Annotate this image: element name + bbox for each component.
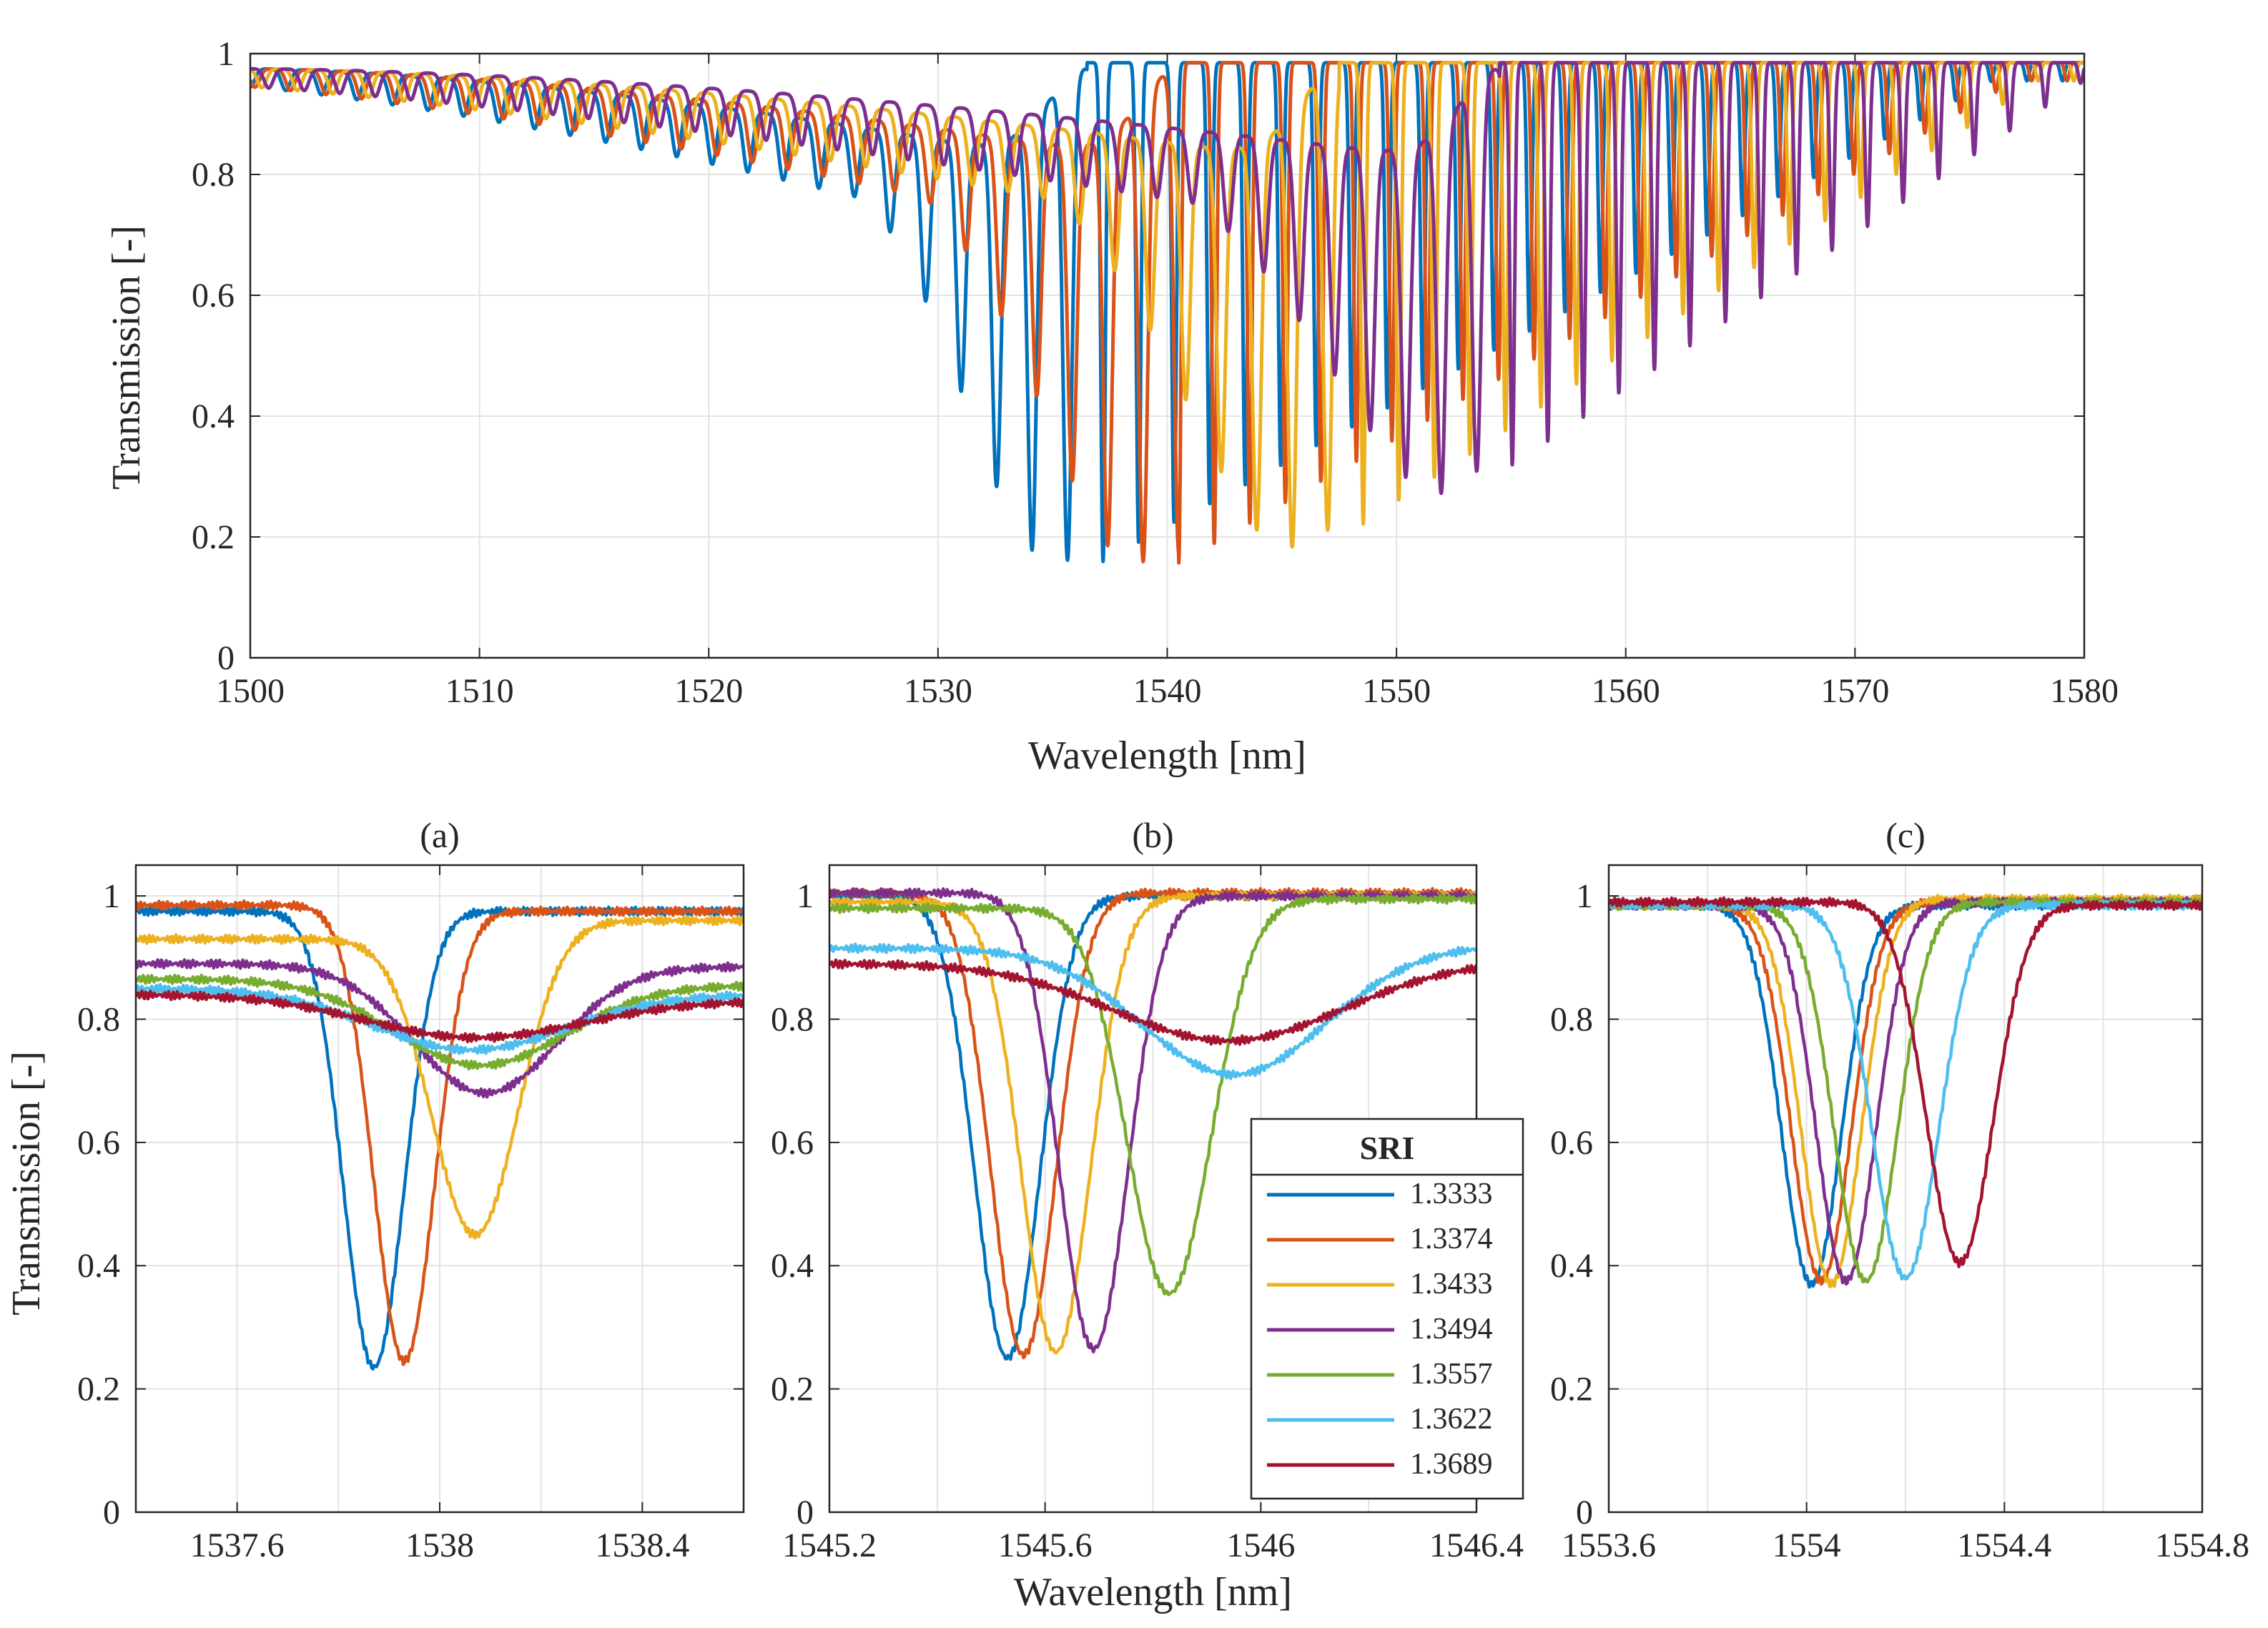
axes-frame bbox=[134, 864, 745, 1514]
x-tick-label: 1537.6 bbox=[190, 1526, 285, 1564]
y-tick-label: 0.6 bbox=[1550, 1124, 1593, 1162]
panel-title: (c) bbox=[1885, 815, 1926, 855]
x-tick-label: 1530 bbox=[904, 672, 972, 710]
series-line-1-3494 bbox=[250, 61, 2084, 495]
series-line-1-3374 bbox=[136, 899, 744, 1366]
y-tick-label: 0.6 bbox=[192, 277, 235, 315]
x-tick-label: 1520 bbox=[674, 672, 743, 710]
series-line-1-3622 bbox=[136, 982, 744, 1055]
x-tick-label: 1570 bbox=[1820, 672, 1889, 710]
panel-title: (b) bbox=[1132, 815, 1173, 855]
series-line-1-3689 bbox=[1609, 896, 2202, 1268]
y-tick-label: 0.6 bbox=[77, 1124, 120, 1162]
y-axis-label: Transmission [-] bbox=[4, 1051, 49, 1316]
legend-label: 1.3557 bbox=[1410, 1358, 1493, 1391]
legend-box bbox=[1250, 1118, 1524, 1500]
legend: SRI 1.3333 1.3374 1.3433 1.3494 1.3557 1.3622 1… bbox=[1250, 1118, 1524, 1500]
legend-label: 1.3433 bbox=[1410, 1268, 1493, 1301]
series-line-1-3557 bbox=[136, 973, 744, 1071]
x-tick-label: 1560 bbox=[1592, 672, 1660, 710]
y-tick-label: 0.4 bbox=[771, 1247, 814, 1285]
series-line-1-3494 bbox=[136, 958, 744, 1099]
axes-frame bbox=[249, 52, 2086, 659]
series-line-1-3557 bbox=[829, 893, 1476, 1296]
y-tick-label: 0.8 bbox=[192, 156, 235, 194]
x-tick-label: 1554 bbox=[1773, 1526, 1841, 1564]
x-tick-label: 1546.4 bbox=[1429, 1526, 1524, 1564]
y-tick-label: 1 bbox=[103, 877, 120, 915]
y-tick-label: 0.8 bbox=[77, 1000, 120, 1038]
x-tick-label: 1545.6 bbox=[998, 1526, 1093, 1564]
y-tick-label: 0.2 bbox=[192, 518, 235, 556]
y-tick-label: 0.8 bbox=[1550, 1000, 1593, 1038]
series-line-1-3494 bbox=[829, 887, 1476, 1353]
legend-label: 1.3374 bbox=[1410, 1223, 1493, 1255]
plot-area bbox=[829, 887, 1476, 1361]
y-tick-label: 1 bbox=[217, 35, 235, 73]
plot-area bbox=[136, 899, 744, 1371]
x-tick-label: 1540 bbox=[1133, 672, 1202, 710]
x-tick-label: 1553.6 bbox=[1562, 1526, 1656, 1564]
legend-label: 1.3689 bbox=[1410, 1448, 1493, 1481]
legend-title: SRI bbox=[1360, 1130, 1415, 1166]
series-line-1-3689 bbox=[829, 958, 1476, 1046]
y-tick-label: 0 bbox=[217, 639, 235, 677]
legend-label: 1.3333 bbox=[1410, 1178, 1493, 1210]
series-line-1-3689 bbox=[136, 989, 744, 1044]
y-tick-label: 0 bbox=[103, 1494, 120, 1531]
panel-c: 1553.6 1554 1554.4 1554.8 0 0.2 0.4 0.6 0.8 1 (c) bbox=[1550, 815, 2249, 1564]
y-tick-label: 0.8 bbox=[771, 1000, 814, 1038]
y-tick-label: 1 bbox=[1576, 877, 1593, 915]
y-tick-label: 0 bbox=[1576, 1494, 1593, 1531]
x-tick-label: 1538.4 bbox=[595, 1526, 689, 1564]
y-axis-label: Transmission [-] bbox=[104, 225, 149, 490]
plot-area bbox=[1609, 893, 2202, 1289]
axes-frame bbox=[1607, 864, 2204, 1514]
series-line-1-3433 bbox=[136, 914, 744, 1240]
x-tick-label: 1550 bbox=[1362, 672, 1431, 710]
legend-label: 1.3622 bbox=[1410, 1403, 1493, 1436]
series-line-1-3622 bbox=[829, 942, 1476, 1080]
y-tick-label: 0.6 bbox=[771, 1124, 814, 1162]
x-tick-label: 1545.2 bbox=[782, 1526, 877, 1564]
x-tick-label: 1554.4 bbox=[1957, 1526, 2051, 1564]
x-tick-label: 1510 bbox=[445, 672, 514, 710]
x-tick-label: 1538 bbox=[405, 1526, 474, 1564]
y-tick-label: 0.4 bbox=[77, 1247, 120, 1285]
legend-label: 1.3494 bbox=[1410, 1313, 1493, 1346]
y-tick-label: 0.2 bbox=[1550, 1371, 1593, 1409]
y-tick-label: 0.4 bbox=[1550, 1247, 1593, 1285]
panel-a: 1537.6 1538 1538.4 0 0.2 0.4 0.6 0.8 1 (a) Transmi… bbox=[4, 815, 745, 1564]
panel-overview: 1500 1510 1520 1530 1540 1550 1560 1570 1580 0 0.2… bbox=[104, 35, 2119, 778]
y-tick-label: 0.2 bbox=[771, 1371, 814, 1409]
y-tick-label: 0 bbox=[797, 1494, 814, 1531]
x-tick-label: 1500 bbox=[216, 672, 285, 710]
plot-area bbox=[250, 61, 2084, 565]
x-axis-label: Wavelength [nm] bbox=[1014, 1570, 1292, 1614]
panel-title: (a) bbox=[420, 815, 460, 855]
y-tick-label: 1 bbox=[797, 877, 814, 915]
y-tick-label: 0.4 bbox=[192, 398, 235, 435]
x-axis-label: Wavelength [nm] bbox=[1028, 734, 1306, 778]
x-tick-label: 1546 bbox=[1226, 1526, 1295, 1564]
y-tick-label: 0.2 bbox=[77, 1371, 120, 1409]
x-tick-label: 1580 bbox=[2050, 672, 2119, 710]
x-tick-label: 1554.8 bbox=[2155, 1526, 2249, 1564]
